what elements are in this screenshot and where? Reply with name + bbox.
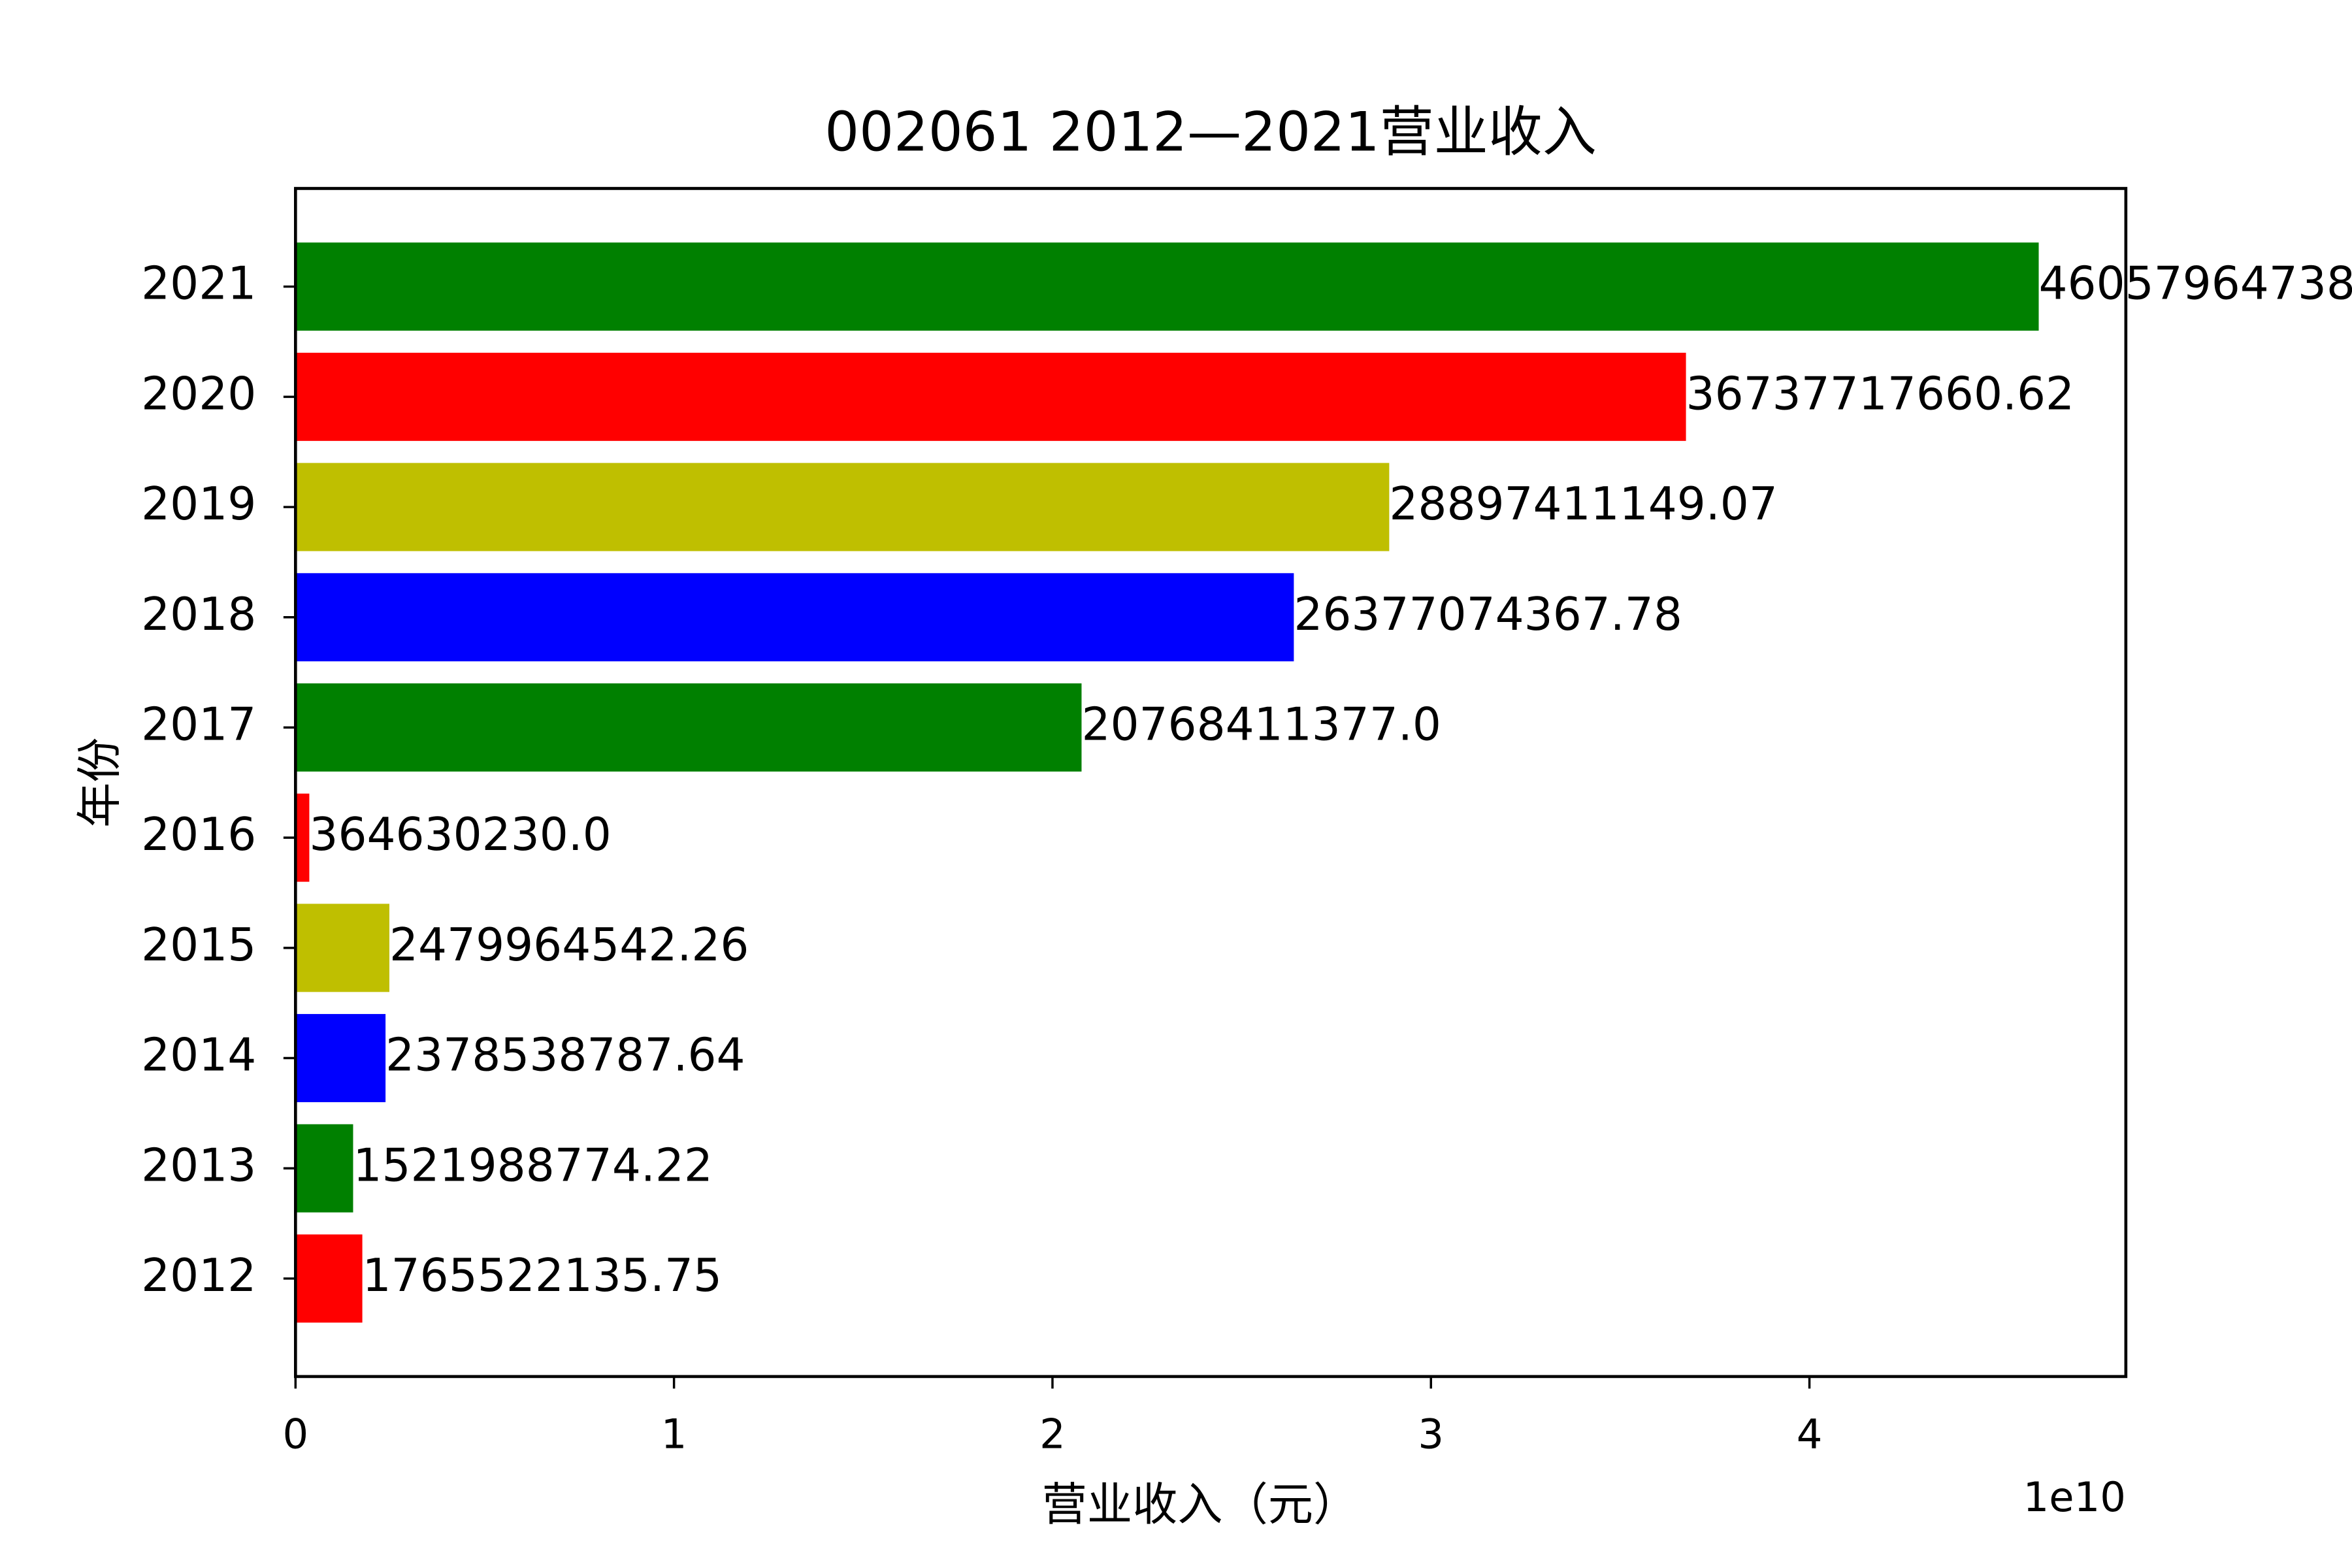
y-axis-label: 年份 [74,737,126,827]
y-tick-label: 2018 [141,589,256,641]
bar [295,242,2039,331]
value-label: 46057964738. [2038,258,2352,310]
bar [295,1234,363,1323]
value-label: 20768411377.0 [1081,698,1441,751]
x-tick-label: 4 [1797,1410,1823,1458]
chart-title: 002061 2012—2021营业收入 [825,101,1597,164]
x-tick-label: 1 [661,1410,687,1458]
y-tick-label: 2016 [141,809,256,861]
y-tick-label: 2017 [141,698,256,751]
plot-frame [293,187,2128,1379]
bar [295,1014,386,1103]
x-offset-label: 1e10 [2023,1473,2126,1521]
value-label: 2479964542.26 [389,919,749,972]
y-tick-label: 2014 [141,1030,256,1082]
y-tick-label: 2012 [141,1250,256,1302]
bar [295,683,1082,772]
bar [295,573,1294,662]
bar [295,352,1686,441]
value-label: 36737717660.62 [1686,368,2075,420]
x-tick-label: 0 [282,1410,308,1458]
y-tick-label: 2020 [141,368,256,420]
value-label: 28897411149.07 [1389,478,1778,531]
y-tick-label: 2019 [141,478,256,531]
bar [295,793,310,882]
x-tick-label: 3 [1418,1410,1444,1458]
x-tick-label: 2 [1039,1410,1066,1458]
value-label: 1521988774.22 [353,1139,712,1192]
y-tick-label: 2021 [141,258,256,310]
bar [295,904,389,992]
value-label: 1765522135.75 [363,1250,722,1302]
bar [295,463,1390,551]
value-label: 364630230.0 [309,809,611,861]
bar [295,1124,353,1213]
value-label: 2378538787.64 [385,1030,745,1082]
y-tick-label: 2015 [141,919,256,972]
y-tick-label: 2013 [141,1139,256,1192]
value-label: 26377074367.78 [1294,589,1682,641]
x-axis-label: 营业收入（元） [1042,1479,1359,1531]
